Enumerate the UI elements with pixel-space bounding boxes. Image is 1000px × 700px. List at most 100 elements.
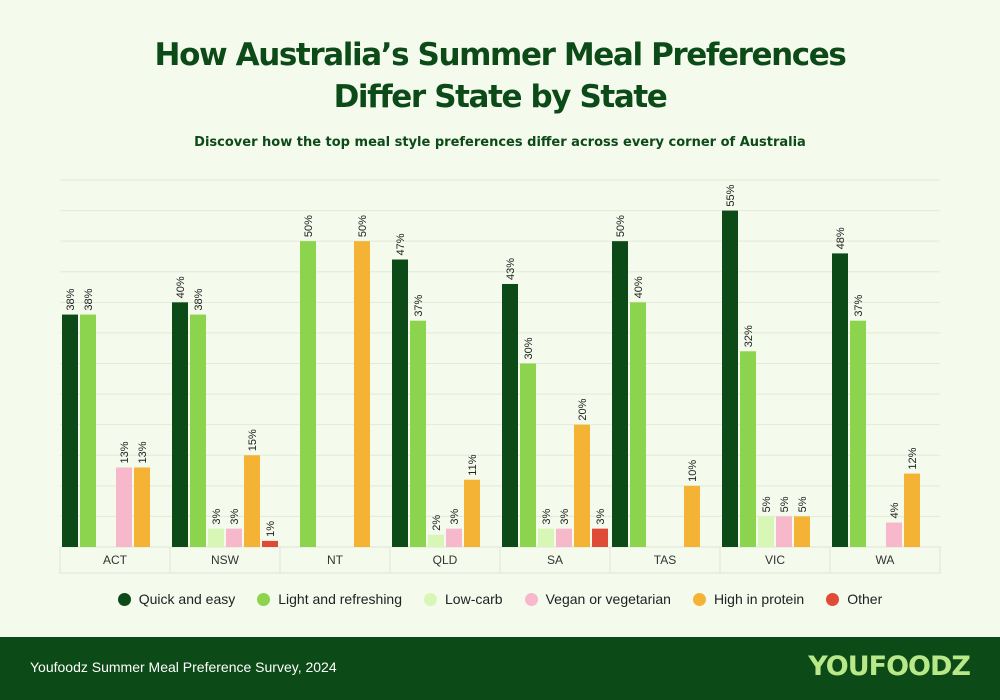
- legend-item: Vegan or vegetarian: [524, 591, 671, 607]
- legend-label: Quick and easy: [138, 591, 236, 607]
- data-label: 30%: [523, 337, 535, 359]
- footer: Youfoodz Summer Meal Preference Survey, …: [0, 637, 1000, 700]
- x-tick-label: TAS: [654, 553, 676, 567]
- data-label: 3%: [229, 509, 241, 525]
- data-label: 38%: [193, 288, 205, 310]
- footer-source: Youfoodz Summer Meal Preference Survey, …: [30, 659, 337, 675]
- data-label: 10%: [687, 460, 699, 482]
- bar-nsw-low-carb: [208, 528, 224, 547]
- x-tick-label: SA: [547, 553, 563, 567]
- bar-chart: 38% 38% 13% 13% ACT 40% 38% 3% 3% 15% 1% NSW 50% 50% N…: [59, 179, 941, 574]
- bar-nsw-other: [262, 540, 278, 547]
- brand-logo: YOUFOODZ: [808, 651, 971, 682]
- data-label: 5%: [761, 496, 773, 512]
- bar-act-vegan-or-vegetarian: [116, 467, 132, 547]
- bar-sa-quick-and-easy: [502, 283, 518, 547]
- data-label: 12%: [907, 447, 919, 469]
- bar-act-high-in-protein: [134, 467, 150, 547]
- bar-vic-quick-and-easy: [722, 210, 738, 548]
- data-label: 11%: [467, 454, 479, 475]
- bar-tas-high-in-protein: [684, 485, 700, 547]
- legend-item: Light and refreshing: [257, 591, 402, 607]
- bar-tas-light-and-refreshing: [630, 302, 646, 547]
- data-label: 55%: [725, 184, 737, 206]
- data-label: 37%: [853, 294, 865, 316]
- data-label: 3%: [559, 509, 571, 525]
- data-label: 15%: [247, 429, 259, 451]
- data-label: 48%: [835, 227, 847, 249]
- chart-title-line-1: How Australia’s Summer Meal Preferences: [154, 37, 847, 73]
- bar-nt-high-in-protein: [354, 241, 370, 547]
- legend-item: Other: [826, 591, 882, 607]
- legend-label: Vegan or vegetarian: [545, 591, 671, 607]
- data-label: 3%: [211, 509, 223, 525]
- legend-label: Other: [847, 591, 883, 607]
- data-label: 2%: [431, 515, 443, 531]
- data-label: 3%: [595, 509, 607, 525]
- legend-swatch: [524, 592, 538, 606]
- bar-sa-high-in-protein: [574, 424, 590, 547]
- x-tick-label: ACT: [103, 553, 128, 567]
- legend-swatch: [826, 592, 840, 606]
- data-label: 38%: [65, 288, 77, 310]
- legend-swatch: [257, 592, 271, 606]
- data-label: 1%: [265, 521, 277, 537]
- data-label: 40%: [175, 276, 187, 298]
- bar-wa-vegan-or-vegetarian: [886, 522, 902, 547]
- bar-wa-quick-and-easy: [832, 253, 848, 547]
- legend-item: High in protein: [692, 591, 805, 607]
- bar-vic-vegan-or-vegetarian: [776, 516, 792, 547]
- x-tick-label: NT: [327, 553, 344, 567]
- bar-wa-high-in-protein: [904, 473, 920, 547]
- chart-subtitle: Discover how the top meal style preferen…: [194, 135, 806, 150]
- legend-swatch: [424, 592, 438, 606]
- data-label: 5%: [779, 496, 791, 512]
- legend-swatch: [692, 592, 706, 606]
- data-label: 32%: [743, 325, 755, 347]
- legend-label: Light and refreshing: [278, 591, 403, 607]
- data-label: 47%: [395, 233, 407, 255]
- bar-sa-light-and-refreshing: [520, 363, 536, 547]
- data-label: 13%: [137, 441, 149, 463]
- bar-sa-low-carb: [538, 528, 554, 547]
- legend-item: Low-carb: [424, 591, 503, 607]
- data-label: 40%: [633, 276, 645, 298]
- legend-label: High in protein: [713, 591, 805, 607]
- bar-sa-vegan-or-vegetarian: [556, 528, 572, 547]
- x-tick-label: QLD: [433, 553, 458, 567]
- bar-qld-low-carb: [428, 534, 444, 547]
- bar-tas-quick-and-easy: [612, 241, 628, 547]
- bar-vic-light-and-refreshing: [740, 351, 756, 547]
- bar-nsw-high-in-protein: [244, 455, 260, 547]
- bar-vic-high-in-protein: [794, 516, 810, 547]
- data-label: 4%: [889, 502, 901, 518]
- data-label: 38%: [83, 288, 95, 310]
- x-tick-label: VIC: [765, 553, 785, 567]
- bar-act-quick-and-easy: [62, 314, 78, 547]
- chart-title-line-2: Differ State by State: [333, 79, 668, 115]
- bar-sa-other: [592, 528, 608, 547]
- x-tick-label: NSW: [211, 553, 240, 567]
- bar-nsw-light-and-refreshing: [190, 314, 206, 547]
- bar-wa-light-and-refreshing: [850, 320, 866, 547]
- data-label: 3%: [449, 509, 461, 525]
- data-label: 20%: [577, 398, 589, 420]
- bar-qld-vegan-or-vegetarian: [446, 528, 462, 547]
- data-label: 3%: [541, 509, 553, 525]
- chart-title: How Australia’s Summer Meal Preferences …: [0, 34, 1000, 118]
- bar-act-light-and-refreshing: [80, 314, 96, 547]
- legend-label: Low-carb: [445, 591, 503, 607]
- x-tick-label: WA: [876, 553, 895, 567]
- bar-nsw-vegan-or-vegetarian: [226, 528, 242, 547]
- data-label: 43%: [505, 258, 517, 280]
- legend-swatch: [117, 592, 131, 606]
- data-label: 50%: [303, 215, 315, 237]
- bar-qld-quick-and-easy: [392, 259, 408, 547]
- data-label: 13%: [119, 441, 131, 463]
- data-label: 37%: [413, 294, 425, 316]
- chart-legend: Quick and easy Light and refreshing Low-ca…: [0, 588, 1000, 610]
- data-label: 5%: [797, 496, 809, 512]
- data-label: 50%: [615, 215, 627, 237]
- legend-item: Quick and easy: [117, 591, 236, 607]
- bar-nsw-quick-and-easy: [172, 302, 188, 547]
